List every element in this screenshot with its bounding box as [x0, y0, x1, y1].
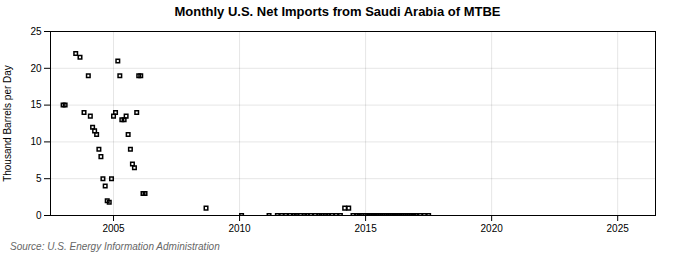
svg-text:2015: 2015	[354, 223, 377, 234]
svg-text:2005: 2005	[102, 223, 125, 234]
svg-text:25: 25	[30, 26, 42, 37]
svg-text:2025: 2025	[607, 223, 630, 234]
svg-text:2010: 2010	[228, 223, 251, 234]
html-text:Source: U.S. Energy Informatio: Source: U.S. Energy Information Administ…	[10, 241, 220, 252]
svg-text:5: 5	[36, 173, 42, 184]
svg-text:20: 20	[30, 63, 42, 74]
svg-text:2020: 2020	[481, 223, 504, 234]
html-text:Monthly U.S. Net Imports from: Monthly U.S. Net Imports from Saudi Arab…	[174, 4, 501, 19]
svg-text:0: 0	[36, 210, 42, 221]
svg-text:15: 15	[30, 99, 42, 110]
svg-text:10: 10	[30, 136, 42, 147]
svg-text:Thousand Barrels per Day: Thousand Barrels per Day	[2, 65, 13, 182]
